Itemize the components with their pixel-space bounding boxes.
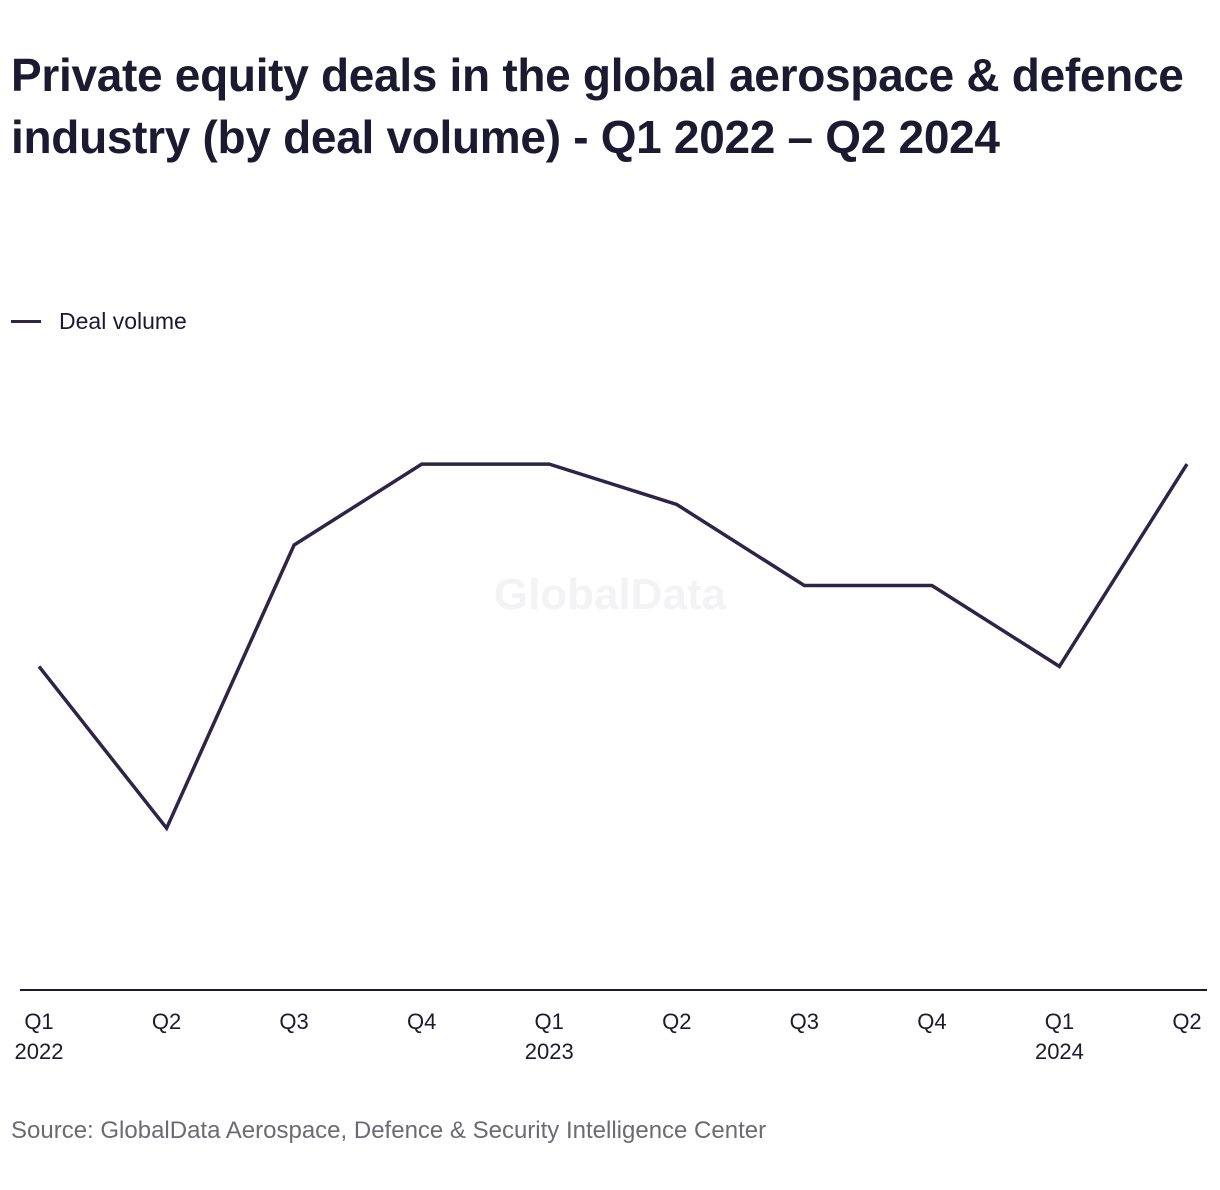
series-layer xyxy=(37,462,1189,832)
x-tick-label: Q2 xyxy=(1172,1009,1201,1034)
legend: Deal volume xyxy=(11,306,187,336)
x-tick-label: Q4 xyxy=(917,1009,946,1034)
x-tick-year-label: 2024 xyxy=(1035,1039,1084,1064)
x-tick-label: Q4 xyxy=(407,1009,436,1034)
x-tick-label: Q2 xyxy=(152,1009,181,1034)
x-tick-year-label: 2022 xyxy=(15,1039,64,1064)
x-tick-label: Q3 xyxy=(790,1009,819,1034)
x-tick-label: Q2 xyxy=(662,1009,691,1034)
x-tick-label: Q1 xyxy=(1045,1009,1074,1034)
x-tick-label: Q1 xyxy=(24,1009,53,1034)
x-tick-year-label: 2023 xyxy=(525,1039,574,1064)
legend-label: Deal volume xyxy=(59,307,187,334)
legend-swatch xyxy=(11,319,41,323)
series-line-deal-volume xyxy=(37,462,1189,832)
source-note: Source: GlobalData Aerospace, Defence & … xyxy=(11,1117,767,1144)
x-tick-label: Q1 xyxy=(535,1009,564,1034)
x-axis: Q1 2022 Q2 Q3 Q4 Q1 2023 Q2 Q3 Q4 Q1 2024 Q2 xyxy=(15,989,1207,1064)
chart-title: Private equity deals in the global aeros… xyxy=(11,49,1184,163)
x-tick-label: Q3 xyxy=(279,1009,308,1034)
